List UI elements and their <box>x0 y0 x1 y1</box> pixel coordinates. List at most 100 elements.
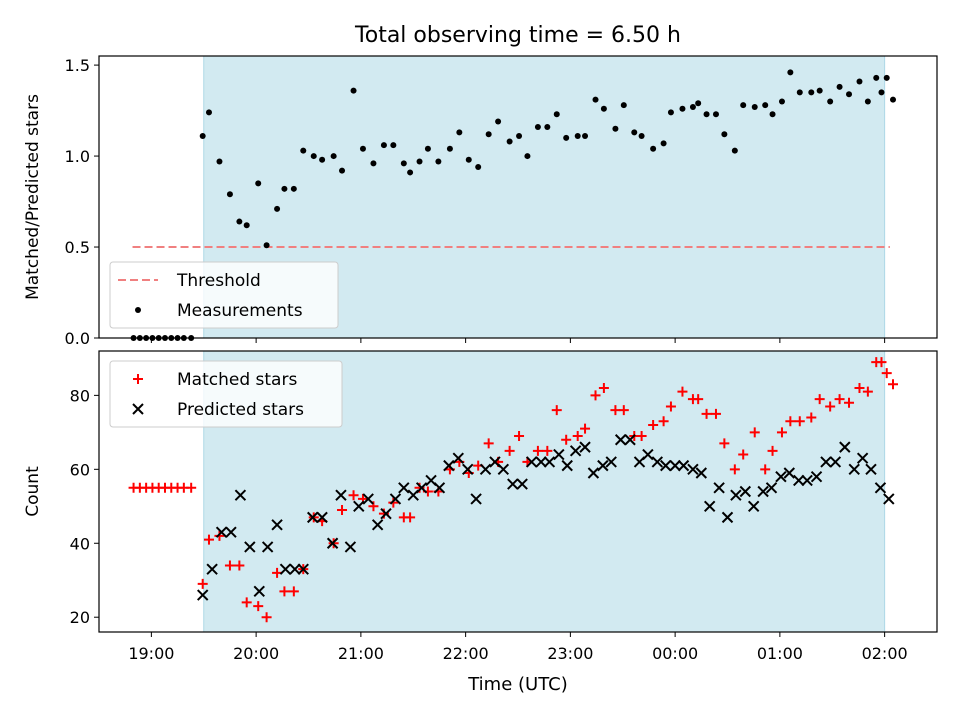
predicted-star-point <box>261 541 274 553</box>
measurement-point <box>631 129 638 136</box>
matched-star-point <box>834 394 845 405</box>
x-tick-label: 19:00 <box>128 644 174 663</box>
predicted-star-point <box>669 459 681 472</box>
measurement-point <box>475 163 482 170</box>
predicted-star-point <box>289 563 301 575</box>
measurement-point <box>721 131 728 138</box>
predicted-star-point <box>380 507 392 520</box>
matched-star-point <box>253 601 264 612</box>
matched-star-point <box>665 401 676 412</box>
predicted-star-point <box>874 482 887 494</box>
matched-star-point <box>483 438 494 449</box>
matched-star-point <box>881 368 892 379</box>
measurement-point <box>524 153 531 160</box>
measurement-point <box>350 87 357 94</box>
measurement-point <box>330 153 337 160</box>
predicted-star-point <box>793 474 805 487</box>
predicted-star-point <box>443 459 455 472</box>
predicted-star-point <box>525 456 538 468</box>
measurement-point <box>300 147 307 154</box>
y-tick-label: 60 <box>70 460 90 479</box>
matched-star-point <box>405 512 416 523</box>
predicted-star-point <box>642 448 654 461</box>
matched-star-point <box>542 445 553 456</box>
legend-swatch <box>135 307 141 313</box>
predicted-star-point <box>865 463 877 476</box>
matched-star-point <box>648 419 659 430</box>
matched-star-point <box>636 431 647 442</box>
measurement-point <box>740 102 747 109</box>
predicted-star-point <box>335 489 347 501</box>
predicted-star-point <box>244 541 256 553</box>
predicted-star-point <box>535 456 547 468</box>
measurement-point <box>873 74 880 81</box>
matched-star-point <box>288 586 299 597</box>
measurement-point <box>380 142 387 149</box>
legend: Threshold Measurements <box>109 261 339 329</box>
series-predicted-stars <box>196 434 895 601</box>
predicted-star-point <box>747 500 760 512</box>
measurement-point <box>787 69 794 76</box>
y-tick-label: 0.5 <box>65 238 90 257</box>
matched-star-point <box>776 427 787 438</box>
measurement-point <box>778 98 785 105</box>
predicted-star-point <box>730 489 742 501</box>
matched-star-point <box>337 504 348 515</box>
predicted-star-point <box>856 452 869 464</box>
measurement-point <box>205 109 212 116</box>
matched-star-point <box>844 397 855 408</box>
measurement-point <box>416 158 423 165</box>
matched-star-point <box>590 390 601 401</box>
matched-star-point <box>710 408 721 419</box>
measurement-point <box>216 158 223 165</box>
measurement-point <box>703 111 710 118</box>
matched-star-point <box>388 497 399 508</box>
measurement-point <box>226 191 233 198</box>
measurement-point <box>808 89 815 96</box>
measurement-point <box>846 91 853 98</box>
measurement-point <box>485 131 492 138</box>
predicted-star-point <box>470 493 482 505</box>
y-tick-label: 0.0 <box>65 329 90 348</box>
predicted-star-point <box>452 452 465 464</box>
predicted-star-point <box>553 448 565 461</box>
measurement-point <box>407 169 414 176</box>
matched-star-point <box>794 416 805 427</box>
predicted-star-point <box>848 463 860 476</box>
x-tick-label: 02:00 <box>862 644 908 663</box>
matched-star-point <box>261 612 272 623</box>
predicted-star-point <box>196 589 209 601</box>
predicted-star-point <box>225 526 237 538</box>
matched-star-point <box>348 490 359 501</box>
measurement-point <box>796 89 803 96</box>
measurement-point <box>592 96 599 103</box>
predicted-star-point <box>703 500 716 512</box>
predicted-star-point <box>497 463 510 476</box>
measurement-point <box>660 140 667 147</box>
y-tick-label: 80 <box>70 386 90 405</box>
matched-star-point <box>203 534 214 545</box>
measurement-point <box>612 125 619 132</box>
y-tick-label: 1.5 <box>65 56 90 75</box>
matched-star-point <box>561 434 572 445</box>
predicted-star-point <box>839 441 851 453</box>
matched-star-point <box>749 427 760 438</box>
predicted-star-point <box>605 456 617 468</box>
matched-star-point <box>186 482 197 493</box>
predicted-star-point <box>757 485 769 498</box>
predicted-star-point <box>713 482 725 494</box>
measurement-point <box>243 222 250 229</box>
legend-swatch <box>132 403 144 415</box>
axes-frame <box>98 55 938 339</box>
matched-star-point <box>760 464 771 475</box>
measurement-point <box>199 133 206 140</box>
predicted-star-point <box>279 563 292 575</box>
legend-label: Threshold <box>176 271 261 291</box>
measurement-point <box>582 133 589 140</box>
y-tick-label: 20 <box>70 608 90 627</box>
measurement-point <box>281 185 288 192</box>
measurement-point <box>370 160 377 167</box>
measurement-point <box>506 138 513 145</box>
predicted-star-point <box>829 456 842 468</box>
